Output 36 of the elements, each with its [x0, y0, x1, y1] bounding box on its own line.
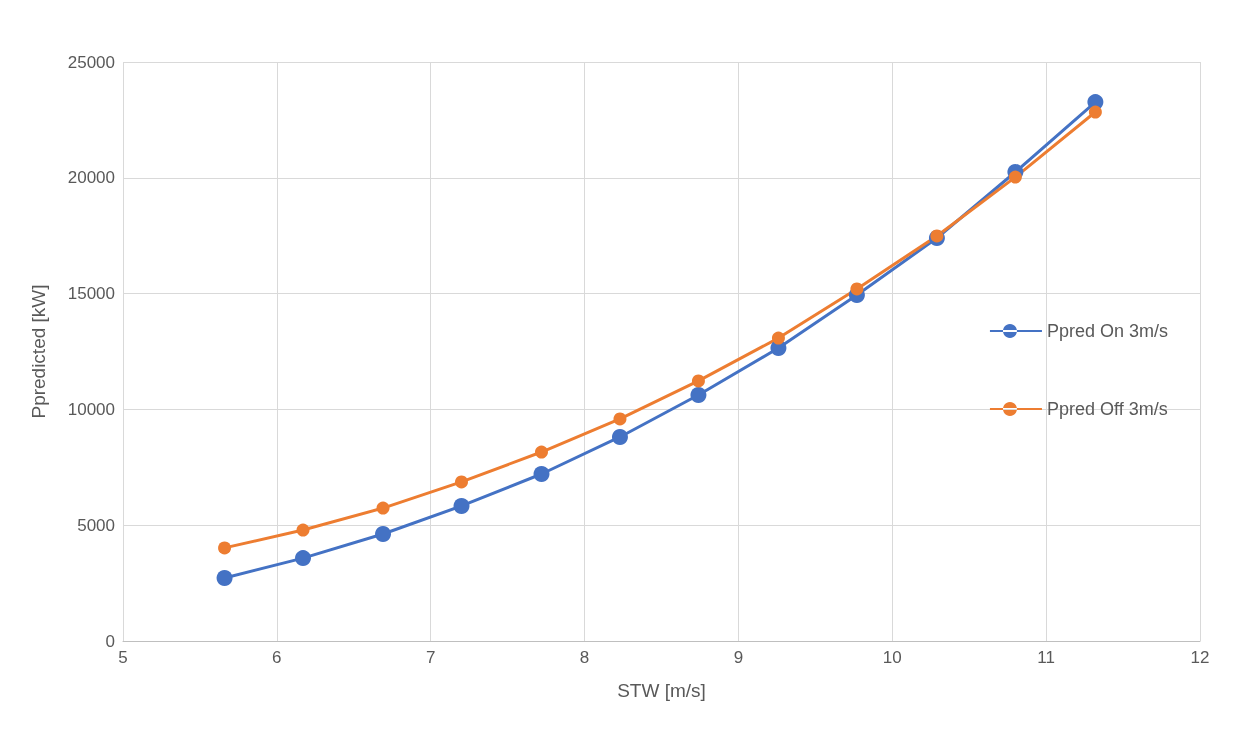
- x-tick-label: 10: [882, 648, 902, 667]
- y-tick-label: 25000: [67, 52, 115, 72]
- point: [535, 445, 548, 459]
- y-tick-label: 5000: [77, 515, 115, 535]
- point: [533, 466, 550, 483]
- x-tick-label: 9: [733, 648, 744, 667]
- point: [376, 501, 390, 515]
- point: [690, 387, 707, 404]
- y-tick-label: 0: [105, 631, 115, 651]
- point: [296, 523, 310, 537]
- x-tick-label: 8: [579, 648, 590, 667]
- y-tick-label: 15000: [67, 284, 115, 304]
- point: [1088, 105, 1102, 119]
- x-tick-label: 5: [118, 648, 128, 667]
- y-axis-title: Ppredicted [kW]: [28, 284, 49, 419]
- x-tick-label: 11: [1037, 648, 1055, 667]
- x-tick-label: 12: [1190, 648, 1210, 667]
- legend-label: Ppred Off 3m/s: [1046, 399, 1168, 419]
- point: [455, 475, 468, 489]
- x-tick-label: 7: [425, 648, 436, 667]
- point: [216, 570, 233, 586]
- legend-label: Ppred On 3m/s: [1046, 321, 1169, 341]
- x-tick-label: 6: [272, 648, 282, 667]
- point: [295, 550, 312, 567]
- point: [1008, 170, 1022, 184]
- point: [771, 331, 785, 345]
- point: [375, 526, 392, 542]
- x-axis-title: STW [m/s]: [617, 680, 706, 701]
- point: [850, 282, 864, 296]
- point: [613, 412, 627, 426]
- point: [691, 374, 705, 388]
- y-tick-label: 10000: [67, 399, 115, 419]
- point: [218, 541, 232, 555]
- y-tick-label: 20000: [67, 168, 115, 188]
- point: [611, 428, 628, 445]
- point: [453, 497, 470, 514]
